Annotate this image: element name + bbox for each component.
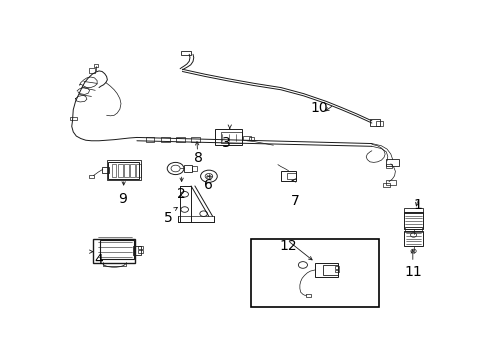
Bar (248, 136, 253, 140)
Bar (192, 166, 196, 171)
Bar (322, 265, 337, 275)
Bar (191, 138, 200, 143)
Bar (93, 239, 135, 263)
Bar (124, 163, 128, 177)
Bar (108, 162, 139, 179)
Bar (280, 171, 296, 181)
Bar (334, 270, 338, 273)
Bar (89, 68, 95, 73)
Bar (102, 167, 109, 173)
Bar (130, 163, 134, 177)
Bar (382, 183, 389, 187)
Text: 3: 3 (221, 136, 230, 150)
Bar (314, 263, 337, 277)
Bar (100, 240, 134, 259)
Text: 10: 10 (310, 100, 328, 114)
Bar (243, 136, 250, 140)
Bar (251, 239, 379, 307)
Bar (138, 250, 142, 253)
Bar (405, 227, 421, 232)
Bar (369, 119, 380, 126)
Bar (385, 180, 395, 185)
Bar (215, 129, 242, 145)
Text: 12: 12 (278, 239, 296, 253)
Bar (146, 138, 154, 143)
Bar (286, 173, 296, 179)
Bar (305, 294, 310, 297)
Bar (404, 208, 422, 213)
Bar (403, 212, 423, 229)
Bar (161, 138, 169, 143)
Text: 7: 7 (290, 194, 299, 208)
Bar (386, 159, 399, 166)
Bar (334, 266, 338, 269)
Text: 5: 5 (163, 211, 172, 225)
Bar (183, 166, 192, 172)
Bar (94, 64, 98, 67)
Bar (375, 121, 382, 126)
Bar (385, 164, 391, 168)
Bar (118, 163, 122, 177)
Bar (136, 163, 141, 177)
Bar (106, 161, 141, 180)
Text: 11: 11 (403, 265, 421, 279)
Text: 8: 8 (193, 151, 203, 165)
Bar (176, 138, 184, 143)
Text: 6: 6 (203, 178, 212, 192)
Bar (133, 246, 141, 255)
Bar (89, 175, 94, 177)
Text: 2: 2 (177, 187, 185, 201)
Bar (70, 117, 77, 120)
Bar (181, 51, 191, 55)
Bar (112, 163, 116, 177)
Bar (221, 132, 242, 143)
Text: 4: 4 (94, 253, 102, 267)
Text: 9: 9 (118, 192, 127, 206)
Bar (138, 246, 142, 249)
Bar (404, 231, 422, 246)
Text: 1: 1 (413, 198, 422, 212)
